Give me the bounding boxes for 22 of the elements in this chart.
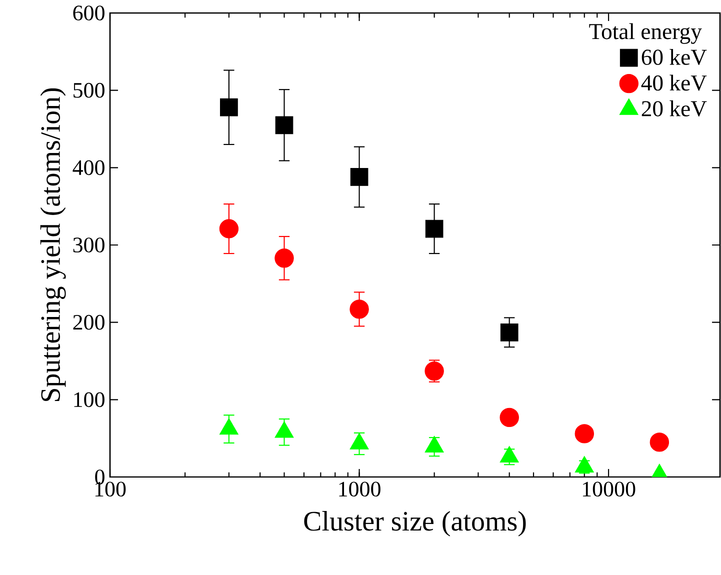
x-tick-label: 10000	[582, 482, 636, 497]
legend-label: 40 keV	[641, 74, 707, 91]
x-axis-title: Cluster size (atoms)	[304, 511, 526, 536]
point	[274, 248, 294, 268]
y-tick-label: 500	[74, 82, 104, 98]
point	[350, 300, 369, 319]
point	[425, 220, 444, 238]
y-tick-label: 100	[74, 392, 104, 408]
y-axis-title: Sputtering yield (atoms/ion)	[40, 88, 66, 401]
y-tick-label: 300	[73, 238, 104, 252]
y-tick-label: 400	[72, 160, 104, 176]
legend-title: Total energy	[589, 23, 702, 44]
point	[500, 446, 519, 462]
point	[350, 168, 368, 186]
point	[500, 323, 518, 342]
y-tick-label: 600	[73, 6, 104, 20]
point	[275, 116, 294, 134]
x-tick-label: 1000	[339, 482, 380, 497]
legend-label: 60 keV	[642, 48, 707, 66]
legend-label: 20 keV	[642, 100, 707, 116]
point	[424, 436, 444, 452]
y-tick-label: 200	[73, 314, 104, 330]
